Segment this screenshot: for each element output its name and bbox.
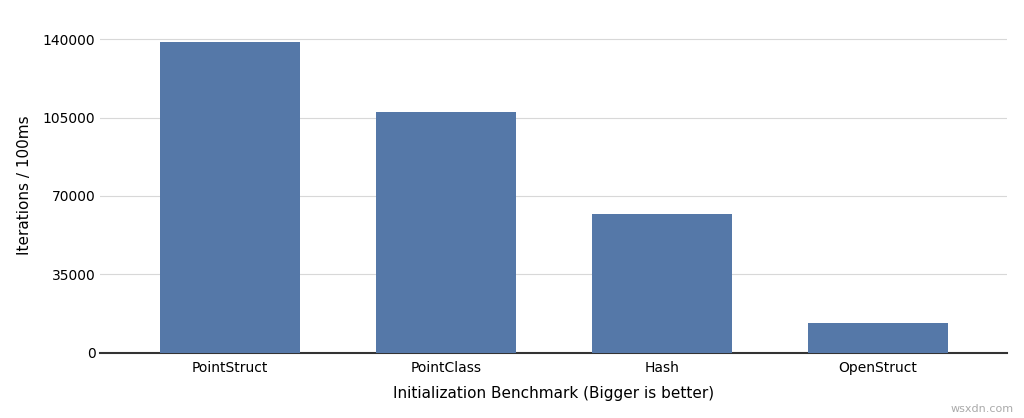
- X-axis label: Initialization Benchmark (Bigger is better): Initialization Benchmark (Bigger is bett…: [393, 386, 715, 401]
- Bar: [808, 323, 948, 353]
- Bar: [160, 43, 300, 353]
- Y-axis label: Iterations / 100ms: Iterations / 100ms: [16, 115, 32, 255]
- Bar: [376, 112, 516, 353]
- Text: wsxdn.com: wsxdn.com: [950, 404, 1014, 414]
- Bar: [592, 214, 732, 353]
